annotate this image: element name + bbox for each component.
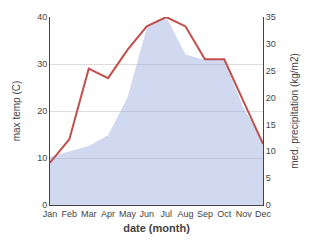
svg-text:max temp (C): max temp (C)	[11, 81, 22, 142]
svg-text:10: 10	[266, 146, 276, 156]
svg-text:5: 5	[266, 173, 271, 183]
svg-text:med. precipitation (kg/m2): med. precipitation (kg/m2)	[289, 53, 300, 169]
svg-text:Dec: Dec	[255, 209, 272, 219]
svg-text:Mar: Mar	[81, 209, 97, 219]
svg-text:Aug: Aug	[178, 209, 194, 219]
svg-text:40: 40	[37, 12, 47, 22]
svg-text:Jul: Jul	[160, 209, 172, 219]
svg-text:30: 30	[37, 59, 47, 69]
svg-text:May: May	[119, 209, 137, 219]
svg-text:0: 0	[266, 200, 271, 210]
svg-text:Feb: Feb	[62, 209, 78, 219]
svg-text:date (month): date (month)	[123, 222, 190, 234]
svg-text:25: 25	[266, 66, 276, 76]
svg-text:15: 15	[266, 120, 276, 130]
svg-text:20: 20	[266, 93, 276, 103]
svg-text:Sep: Sep	[197, 209, 213, 219]
svg-text:20: 20	[37, 106, 47, 116]
svg-text:35: 35	[266, 12, 276, 22]
svg-text:Jan: Jan	[43, 209, 58, 219]
svg-text:Jun: Jun	[140, 209, 155, 219]
svg-text:Nov: Nov	[236, 209, 253, 219]
svg-text:10: 10	[37, 153, 47, 163]
svg-text:0: 0	[42, 200, 47, 210]
svg-text:Oct: Oct	[217, 209, 232, 219]
svg-text:Apr: Apr	[101, 209, 115, 219]
svg-text:30: 30	[266, 39, 276, 49]
